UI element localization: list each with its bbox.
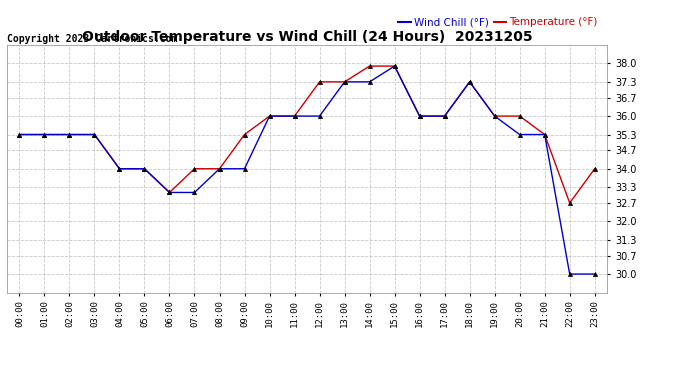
Text: Copyright 2023 Cartronics.com: Copyright 2023 Cartronics.com [7, 34, 177, 44]
Title: Outdoor Temperature vs Wind Chill (24 Hours)  20231205: Outdoor Temperature vs Wind Chill (24 Ho… [81, 30, 533, 44]
Legend: Wind Chill (°F), Temperature (°F): Wind Chill (°F), Temperature (°F) [394, 13, 602, 32]
